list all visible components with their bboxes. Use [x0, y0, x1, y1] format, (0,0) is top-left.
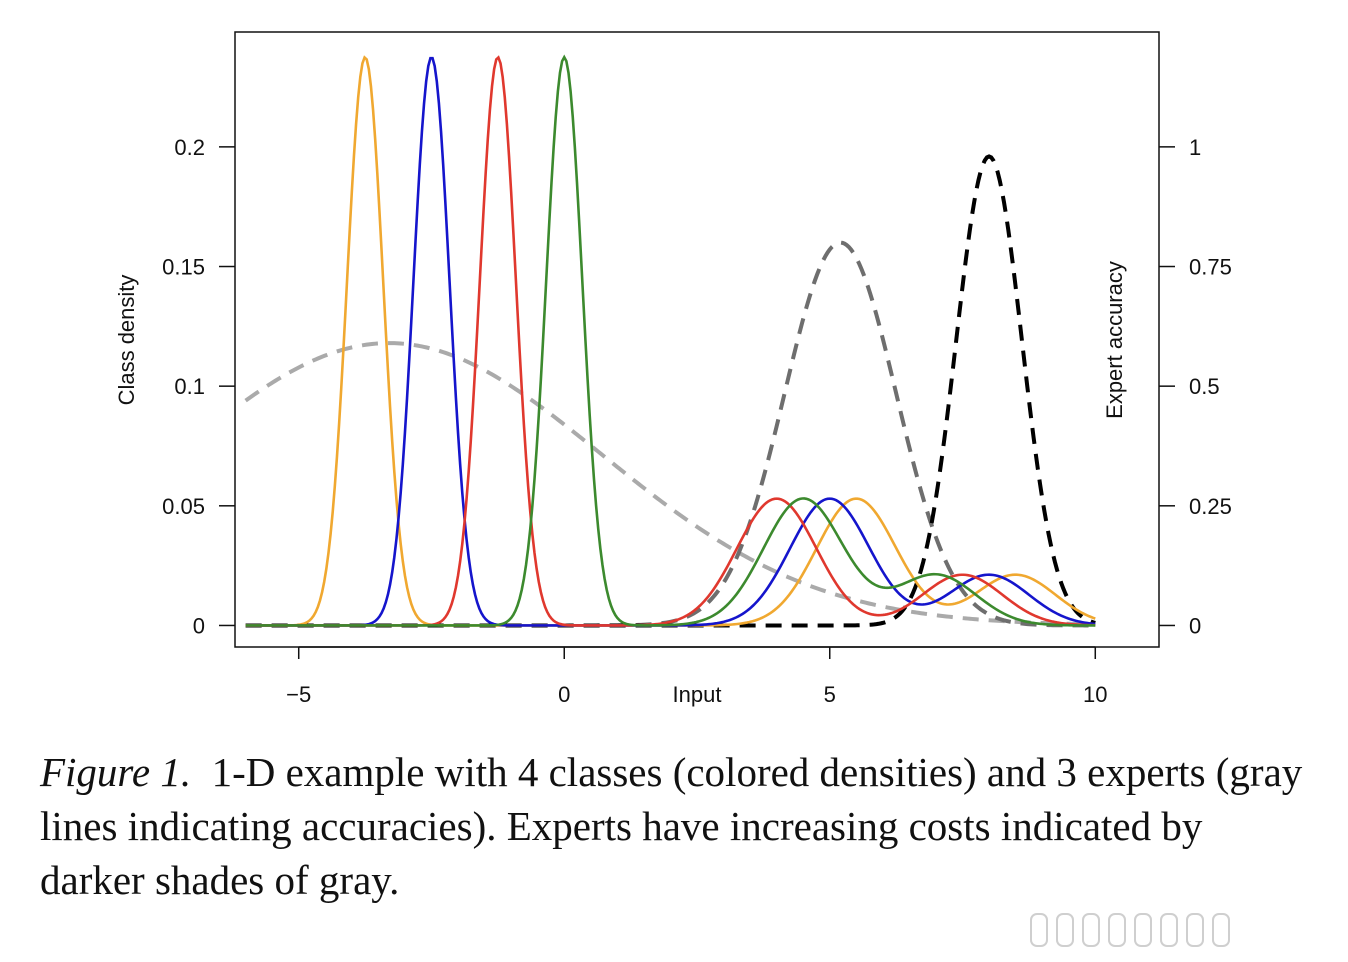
- y-tick-label: 0.15: [162, 255, 205, 280]
- y-tick-label: 0.05: [162, 494, 205, 519]
- x-axis-title: Input: [673, 682, 722, 707]
- class-density-curve-2: [245, 56, 1096, 627]
- y-axis-right: 0 0.25 0.5 0.75 1: [1159, 135, 1232, 638]
- y2-tick-label: 0.5: [1189, 374, 1220, 399]
- expert-accuracy-curve-3: [245, 154, 1096, 628]
- figure-caption: Figure 1. 1-D example with 4 classes (co…: [40, 745, 1310, 907]
- y2-tick-label: 0: [1189, 613, 1201, 638]
- density-chart: −5 0 5 10 0 0.05 0.1 0.15 0.2 0 0.25 0.5 0.75 1 Inp…: [114, 31, 1232, 707]
- x-tick-label: −5: [286, 682, 311, 707]
- y2-tick-label: 1: [1189, 135, 1201, 160]
- x-tick-label: 0: [558, 682, 570, 707]
- y2-tick-label: 0.25: [1189, 494, 1232, 519]
- watermark-logo: [1030, 912, 1230, 948]
- caption-text: 1-D example with 4 classes (colored dens…: [40, 749, 1303, 903]
- x-axis: −5 0 5 10: [286, 646, 1108, 707]
- class-density-curve-3: [245, 55, 1096, 627]
- figure-label: Figure 1.: [40, 749, 192, 795]
- y2-axis-title: Expert accuracy: [1102, 261, 1127, 419]
- y2-tick-label: 0.75: [1189, 255, 1232, 280]
- y-tick-label: 0.1: [174, 374, 205, 399]
- class-density-curve-4: [245, 54, 1096, 627]
- y-tick-label: 0.2: [174, 135, 205, 160]
- x-tick-label: 10: [1083, 682, 1107, 707]
- x-tick-label: 5: [824, 682, 836, 707]
- expert-accuracy-curve-2: [245, 240, 1096, 628]
- y-axis-left: 0 0.05 0.1 0.15 0.2: [162, 135, 235, 638]
- class-density-curve-1: [245, 55, 1096, 627]
- y-axis-title: Class density: [114, 275, 139, 406]
- series-layer: [244, 54, 1096, 628]
- y-tick-label: 0: [193, 613, 205, 638]
